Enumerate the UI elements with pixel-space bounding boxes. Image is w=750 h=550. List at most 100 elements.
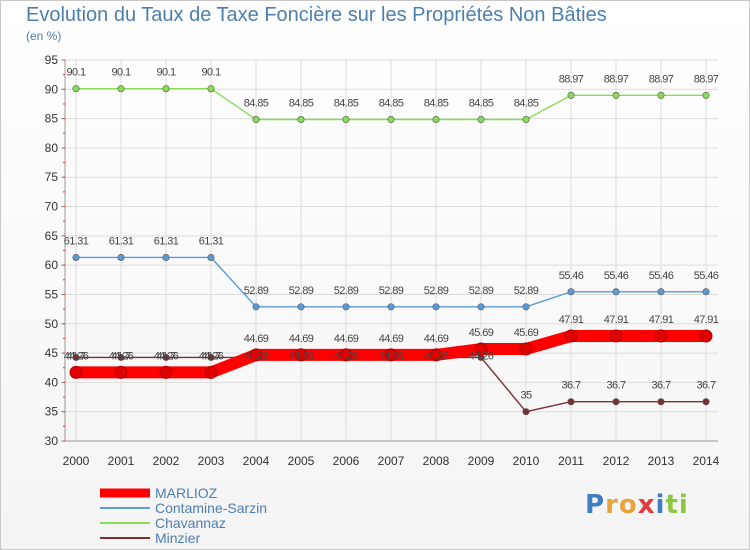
data-point [162, 253, 170, 261]
data-label: 61.31 [64, 235, 89, 247]
data-point [612, 398, 620, 406]
data-label: 47.91 [649, 314, 674, 326]
y-tick-label: 90 [45, 82, 59, 96]
logo-letter: t [665, 490, 679, 520]
data-label: 52.89 [514, 285, 539, 297]
data-point [657, 398, 665, 406]
x-tick-label: 2005 [288, 454, 315, 468]
data-label: 84.85 [334, 97, 359, 109]
y-tick-label: 85 [45, 112, 59, 126]
data-point [294, 348, 308, 362]
data-label: 36.7 [651, 380, 670, 392]
y-tick-label: 75 [45, 170, 59, 184]
data-point [702, 91, 710, 99]
data-point [342, 115, 350, 123]
data-label: 52.89 [244, 285, 269, 297]
data-point [69, 365, 83, 379]
data-point [252, 303, 260, 311]
data-label: 84.85 [244, 97, 269, 109]
data-label: 90.1 [111, 67, 130, 79]
data-label: 61.31 [109, 235, 134, 247]
legend-label-minzier: Minzier [155, 530, 200, 546]
data-point [474, 342, 488, 356]
data-label: 84.85 [379, 97, 404, 109]
data-point [162, 85, 170, 93]
data-label: 44.26 [154, 350, 179, 362]
y-tick-label: 95 [45, 53, 59, 67]
legend-label-marlioz: MARLIOZ [155, 485, 218, 501]
data-point [657, 288, 665, 296]
logo-letter: o [618, 490, 638, 520]
data-point [117, 253, 125, 261]
data-point [117, 85, 125, 93]
data-label: 90.1 [156, 67, 175, 79]
data-label: 88.97 [694, 73, 719, 85]
data-label: 35 [520, 390, 532, 402]
data-label: 41.7 [66, 350, 85, 362]
data-label: 90.1 [201, 67, 220, 79]
data-label: 41.7 [111, 350, 130, 362]
data-label: 44.26 [244, 350, 269, 362]
data-label: 47.91 [604, 314, 629, 326]
data-label: 88.97 [604, 73, 629, 85]
data-label: 52.89 [379, 285, 404, 297]
y-tick-label: 80 [45, 141, 59, 155]
data-point [612, 288, 620, 296]
data-label: 44.26 [109, 350, 134, 362]
y-tick-label: 65 [45, 229, 59, 243]
data-label: 36.7 [696, 380, 715, 392]
data-label: 52.89 [334, 285, 359, 297]
data-point [477, 303, 485, 311]
data-point [609, 329, 623, 343]
data-point [567, 288, 575, 296]
data-label: 44.69 [379, 333, 404, 345]
x-tick-label: 2003 [198, 454, 225, 468]
data-label: 47.91 [559, 314, 584, 326]
data-point [72, 85, 80, 93]
data-point [207, 353, 215, 361]
chart-title: Evolution du Taux de Taxe Foncière sur l… [26, 4, 607, 26]
data-label: 84.85 [469, 97, 494, 109]
data-point [477, 115, 485, 123]
data-point [519, 342, 533, 356]
data-point [297, 115, 305, 123]
x-tick-label: 2009 [468, 454, 495, 468]
y-tick-label: 55 [45, 287, 59, 301]
data-point [207, 253, 215, 261]
logo-letter: i [678, 490, 689, 520]
data-label: 44.26 [469, 350, 494, 362]
data-point [384, 348, 398, 362]
y-tick-label: 30 [45, 434, 59, 448]
x-tick-label: 2008 [423, 454, 450, 468]
data-point [654, 329, 668, 343]
logo-letter: r [605, 490, 619, 520]
data-label: 52.89 [289, 285, 314, 297]
y-tick-label: 60 [45, 258, 59, 272]
y-tick-label: 50 [45, 317, 59, 331]
proxiti-logo: Proxiti [585, 490, 689, 520]
data-label: 36.7 [606, 380, 625, 392]
data-labels: 41.7 41.7 41.7 41.7 44.69 44.69 44.69 44.69 44.6… [64, 67, 720, 402]
data-label: 61.31 [154, 235, 179, 247]
data-point [342, 303, 350, 311]
data-point [699, 329, 713, 343]
data-label: 52.89 [424, 285, 449, 297]
data-point [339, 348, 353, 362]
data-point [564, 329, 578, 343]
y-tick-label: 40 [45, 375, 59, 389]
data-point [432, 115, 440, 123]
x-tick-label: 2013 [648, 454, 675, 468]
data-label: 84.85 [514, 97, 539, 109]
data-point [249, 348, 263, 362]
data-label: 44.26 [424, 350, 449, 362]
data-label: 44.69 [424, 333, 449, 345]
data-point [657, 91, 665, 99]
data-point [117, 353, 125, 361]
data-point [522, 115, 530, 123]
data-point [702, 398, 710, 406]
x-tick-label: 2001 [108, 454, 135, 468]
x-tick-label: 2007 [378, 454, 405, 468]
x-tick-label: 2014 [693, 454, 720, 468]
legend-label-contamine-sarzin: Contamine-Sarzin [155, 500, 267, 516]
